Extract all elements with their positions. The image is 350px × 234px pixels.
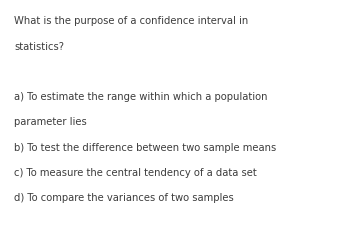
Text: c) To measure the central tendency of a data set: c) To measure the central tendency of a … xyxy=(14,168,257,178)
Text: a) To estimate the range within which a population: a) To estimate the range within which a … xyxy=(14,92,267,102)
Text: d) To compare the variances of two samples: d) To compare the variances of two sampl… xyxy=(14,193,234,203)
Text: What is the purpose of a confidence interval in: What is the purpose of a confidence inte… xyxy=(14,16,248,26)
Text: b) To test the difference between two sample means: b) To test the difference between two sa… xyxy=(14,143,276,153)
Text: parameter lies: parameter lies xyxy=(14,117,87,128)
Text: statistics?: statistics? xyxy=(14,42,64,52)
